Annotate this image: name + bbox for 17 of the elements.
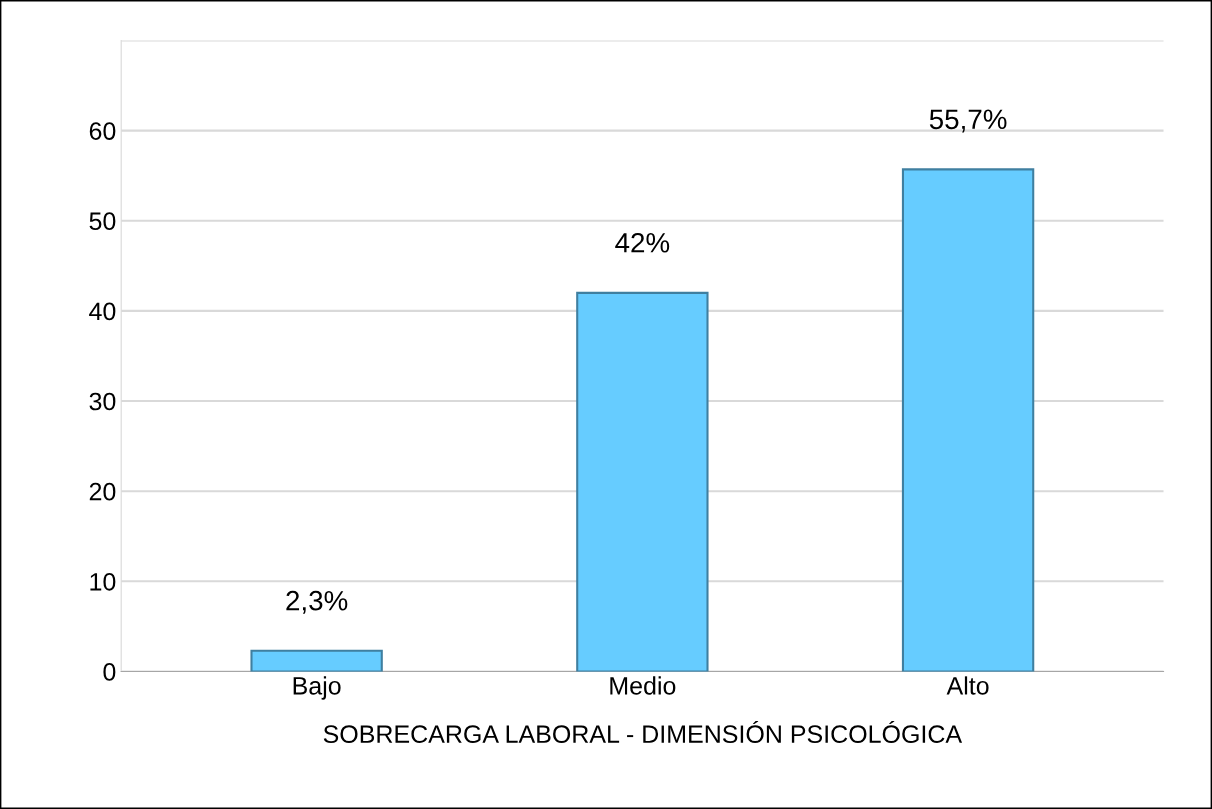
bar [576,291,709,672]
y-tick-label: 30 [89,392,116,411]
x-tick-label: Bajo [293,676,341,700]
x-tick-label: Medio [610,676,676,695]
y-tick-label: 10 [90,572,116,591]
x-tick-label: Alto [946,676,989,695]
y-tick-label: 50 [89,212,116,231]
y-tick-label: 40 [89,302,116,321]
y-tick-label: 60 [89,122,116,140]
y-tick-label: 0 [103,663,116,681]
y-tick-label: 20 [89,482,116,501]
bar [250,649,383,672]
data-label: 2,3% [286,590,348,614]
x-axis-title: SOBRECARGA LABORAL - DIMENSIÓN PSICOLÓGICA [323,721,963,743]
data-label: 55,7% [929,109,1007,133]
data-label: 42% [615,232,670,253]
bar [901,168,1035,672]
